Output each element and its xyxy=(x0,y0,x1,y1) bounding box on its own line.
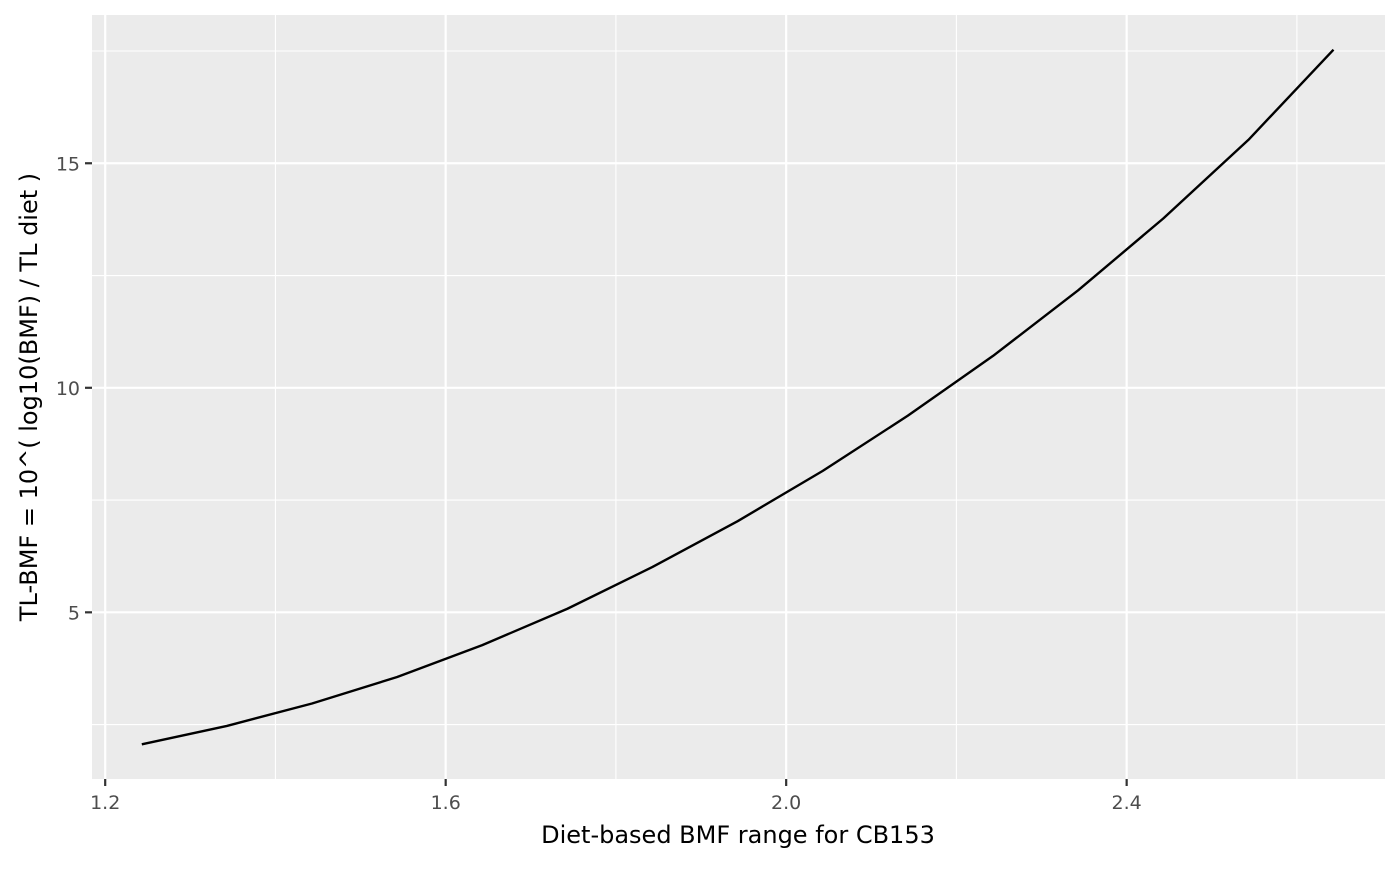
plot-panel xyxy=(92,15,1385,779)
x-tick-label: 1.2 xyxy=(90,792,120,814)
x-tick-label: 2.0 xyxy=(771,792,801,814)
minor-gridlines xyxy=(92,15,1385,779)
y-tick-label: 5 xyxy=(68,602,80,624)
y-tick-label: 10 xyxy=(56,378,80,400)
series-line xyxy=(141,48,1335,746)
x-tick-label: 2.4 xyxy=(1112,792,1142,814)
major-gridlines xyxy=(92,15,1385,779)
x-tick-label: 1.6 xyxy=(431,792,461,814)
y-tick-label: 15 xyxy=(56,153,80,175)
x-axis: 1.2 1.6 2.0 2.4 xyxy=(90,779,1142,814)
y-axis: 5 10 15 xyxy=(56,153,92,624)
y-axis-title: TL-BMF = 10^( log10(BMF) / TL diet ) xyxy=(15,173,43,622)
series-layer xyxy=(141,48,1335,746)
x-axis-title: Diet-based BMF range for CB153 xyxy=(541,821,935,849)
